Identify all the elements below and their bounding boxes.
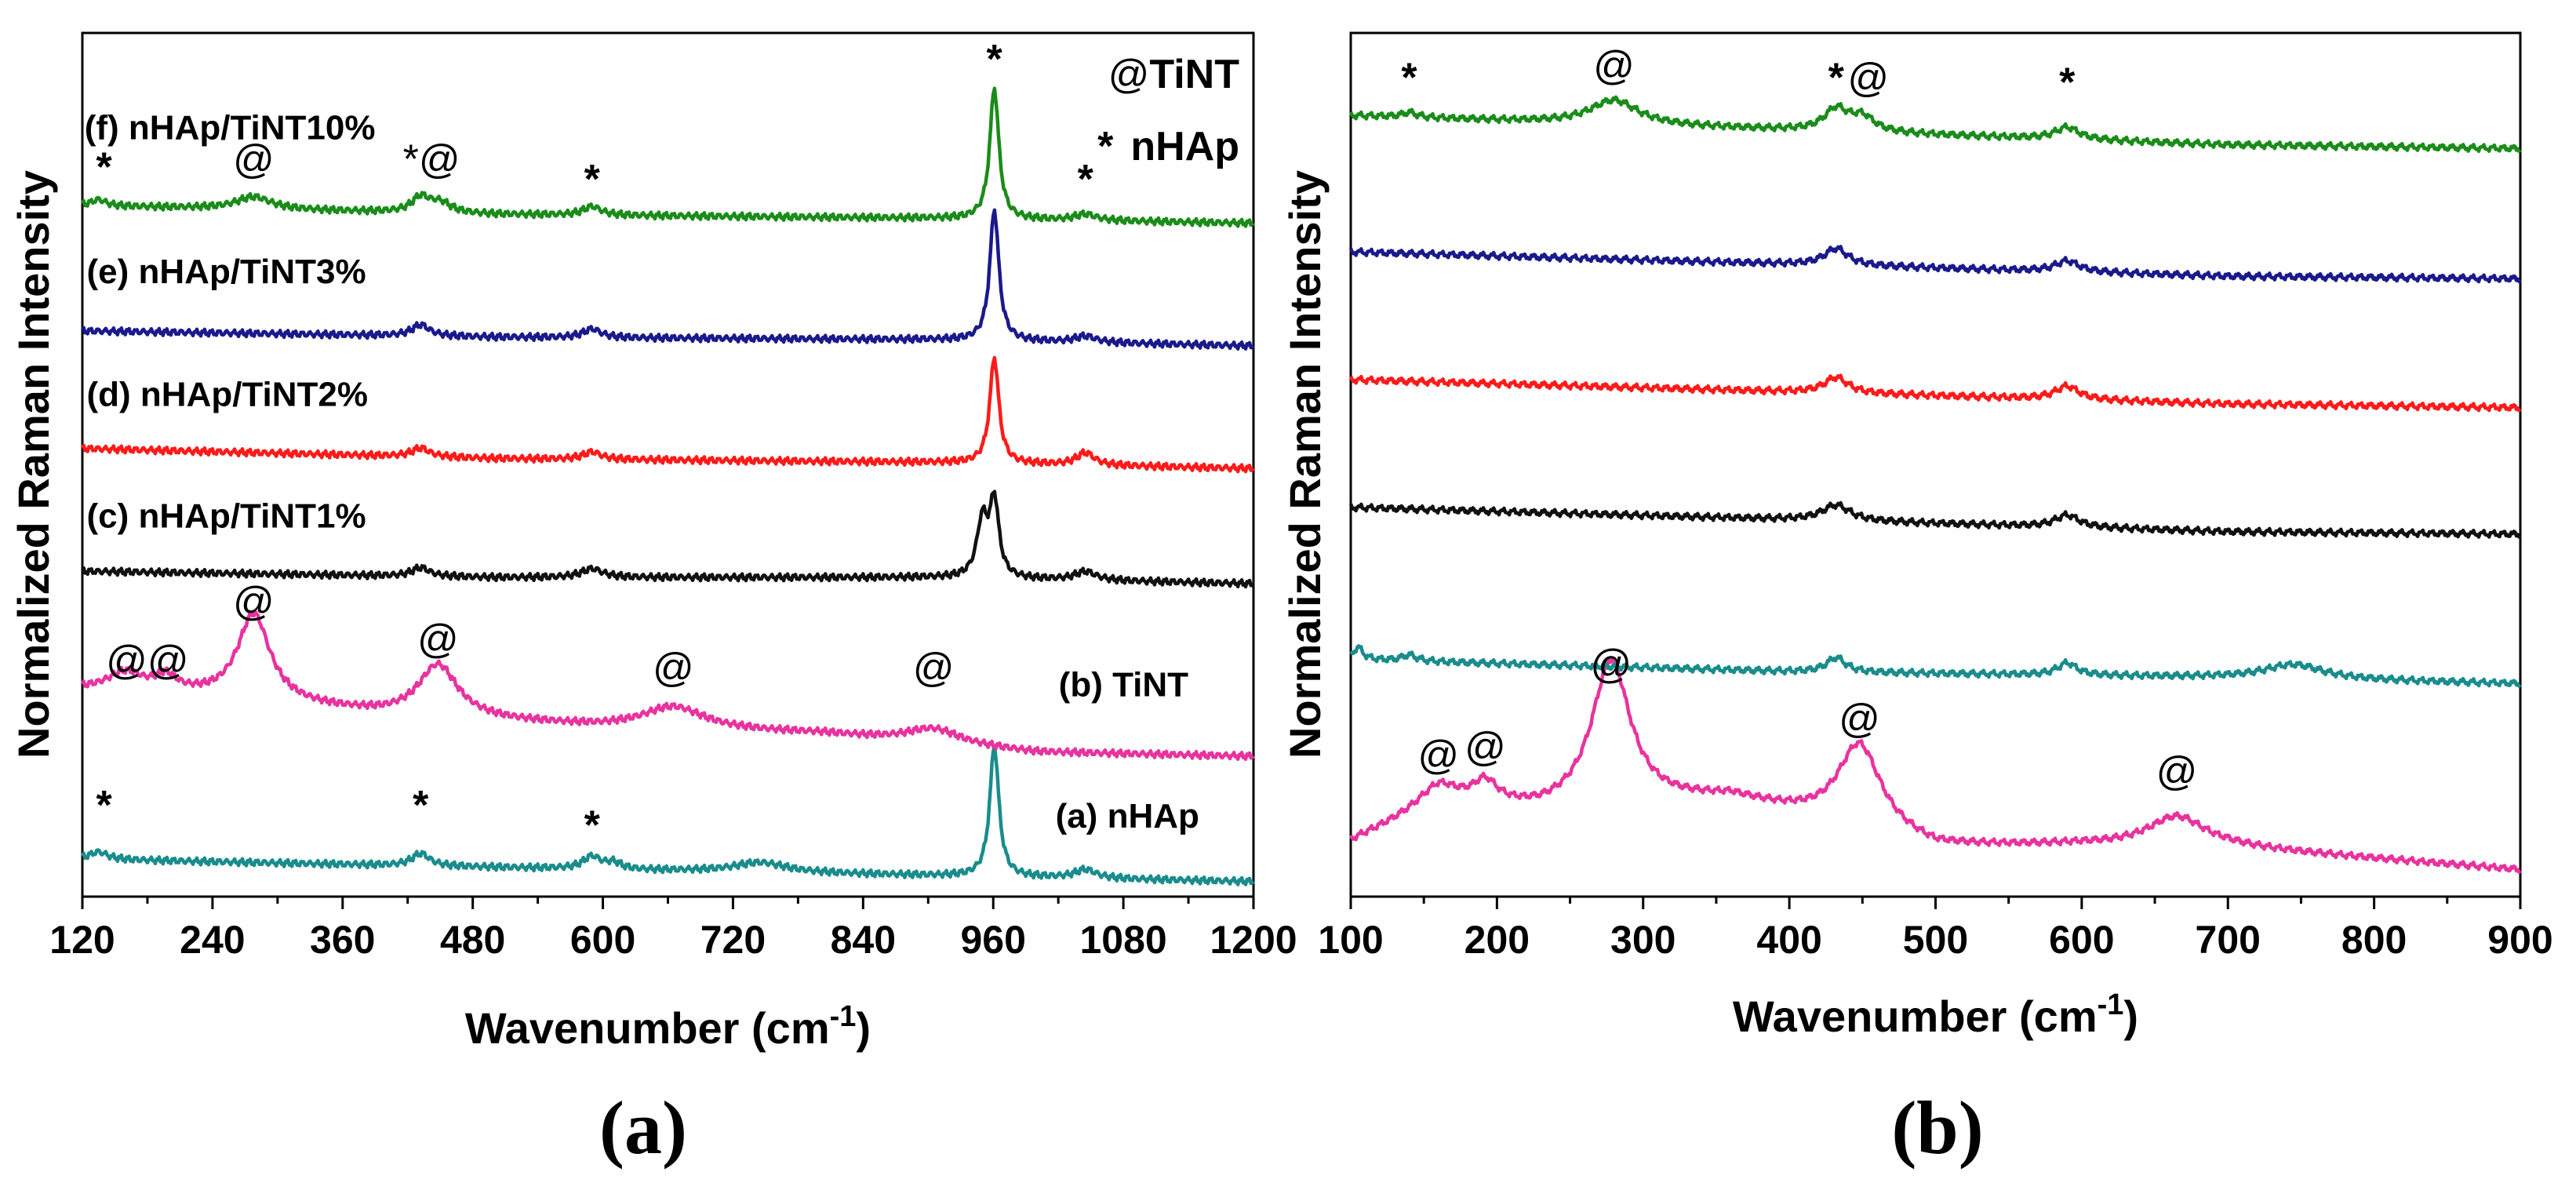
panel-b: 100 200 300 400 500 600 700 800 900 Wavenumber (c… xyxy=(1280,31,2553,1041)
x-axis-title: Wavenumber (cm-1) xyxy=(1733,988,2138,1041)
x-tick-label: 900 xyxy=(2487,918,2552,962)
y-axis-title: Normalized Raman Intensity xyxy=(1280,170,1330,759)
x-tick-label: 720 xyxy=(700,918,766,962)
peak-annotation: * xyxy=(584,803,601,849)
peak-annotation: * xyxy=(2059,60,2076,106)
x-tick-label: 1200 xyxy=(1210,918,1297,962)
legend-entry: * nHAp xyxy=(1097,124,1239,169)
x-tick-label: 960 xyxy=(961,918,1026,962)
series-label: (a) nHAp xyxy=(1056,797,1199,835)
series-line-tint xyxy=(1348,657,2522,874)
peak-annotation: @ xyxy=(2156,748,2198,794)
series-label: (c) nHAp/TiNT1% xyxy=(87,497,366,535)
series-line-nhap-tint2 xyxy=(1348,373,2522,413)
x-tick-label: 800 xyxy=(2341,918,2407,962)
series-line-b-tint xyxy=(80,610,1255,762)
x-tick-label: 480 xyxy=(440,918,505,962)
peak-annotation: @ xyxy=(1593,43,1635,89)
peak-annotation: * xyxy=(96,783,113,828)
peak-annotation: @ xyxy=(653,646,694,691)
peak-annotation: @ xyxy=(1417,733,1459,778)
series-line-nhap-tint10 xyxy=(1348,95,2522,154)
series-label: (f) nHAp/TiNT10% xyxy=(85,109,376,147)
legend-entry: @TiNT xyxy=(1108,52,1240,97)
peak-annotation: * xyxy=(413,783,429,828)
plot-frame xyxy=(1349,31,2522,898)
series-line-c-nhap-tint1 xyxy=(81,489,1255,589)
peak-annotation: * xyxy=(96,144,113,190)
x-tick-label: 600 xyxy=(2049,918,2114,962)
x-axis-title: Wavenumber (cm-1) xyxy=(465,1000,871,1053)
peak-annotation: *@ xyxy=(403,137,460,183)
series-line-nhap-tint1 xyxy=(1348,500,2522,539)
peak-annotation: @ xyxy=(233,579,275,624)
series-line-f-nhap-tint10 xyxy=(80,86,1255,228)
peak-annotation: * xyxy=(1828,55,1845,100)
y-axis-title: Normalized Raman Intensity xyxy=(9,170,58,759)
x-tick-label: 240 xyxy=(180,918,245,962)
series-label: (b) TiNT xyxy=(1059,666,1188,704)
x-tick-label: 600 xyxy=(570,918,635,962)
x-tick-label: 300 xyxy=(1610,918,1675,962)
peak-annotation: @ xyxy=(1464,724,1506,770)
x-tick-label: 500 xyxy=(1903,918,1968,962)
peak-annotation: * xyxy=(584,157,601,202)
x-tick-label: 1080 xyxy=(1079,918,1166,962)
x-tick-label: 360 xyxy=(310,918,375,962)
series-line-e-nhap-tint3 xyxy=(80,208,1255,351)
series-label: (e) nHAp/TiNT3% xyxy=(87,253,366,291)
x-tick-label: 700 xyxy=(2196,918,2261,962)
peak-annotation: @@ xyxy=(106,638,189,683)
peak-annotation: * xyxy=(986,37,1002,82)
peak-annotation: @ xyxy=(417,617,459,662)
peak-annotation: @ xyxy=(913,646,955,691)
series-line-nhap xyxy=(1349,644,2522,688)
series-line-d-nhap-tint2 xyxy=(80,355,1255,474)
x-tick-label: 400 xyxy=(1756,918,1821,962)
peak-annotation: * xyxy=(1401,55,1417,100)
peak-annotation: * xyxy=(1078,157,1094,202)
panel-label: (b) xyxy=(1891,1086,1983,1170)
series-line-a-nhap xyxy=(80,744,1255,886)
x-tick-label: 120 xyxy=(49,918,115,962)
panel-a: 120 240 360 480 600 720 840 960 1080 1200 Wavenumb… xyxy=(9,31,1297,1053)
x-tick-label: 200 xyxy=(1464,918,1530,962)
x-tick-label: 100 xyxy=(1318,918,1383,962)
peak-annotation: @ xyxy=(1590,642,1632,687)
peak-annotation: @ xyxy=(1847,55,1889,100)
panel-label: (a) xyxy=(599,1086,687,1170)
x-tick-label: 840 xyxy=(831,918,896,962)
peak-annotation: @ xyxy=(233,137,275,183)
series-line-nhap-tint3 xyxy=(1348,245,2522,284)
series-label: (d) nHAp/TiNT2% xyxy=(87,376,369,414)
peak-annotation: @ xyxy=(1839,697,1880,742)
